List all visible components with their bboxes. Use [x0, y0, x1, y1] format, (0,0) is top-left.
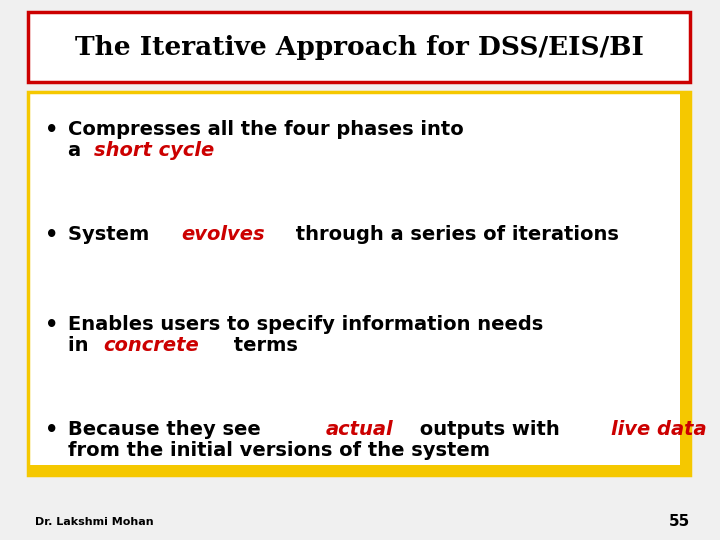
Text: •: • [45, 315, 58, 335]
Text: •: • [45, 420, 58, 440]
Text: terms: terms [227, 336, 297, 355]
Text: in: in [68, 336, 95, 355]
Text: actual: actual [325, 420, 393, 439]
Text: Dr. Lakshmi Mohan: Dr. Lakshmi Mohan [35, 517, 153, 527]
Text: short cycle: short cycle [94, 141, 214, 160]
Text: System: System [68, 225, 156, 244]
FancyBboxPatch shape [680, 92, 692, 475]
Text: •: • [45, 225, 58, 245]
Text: evolves: evolves [181, 225, 265, 244]
Text: concrete: concrete [103, 336, 199, 355]
FancyBboxPatch shape [28, 92, 690, 475]
Text: •: • [45, 120, 58, 140]
Text: through a series of iterations: through a series of iterations [289, 225, 619, 244]
Text: from the initial versions of the system: from the initial versions of the system [68, 441, 490, 460]
Text: Enables users to specify information needs: Enables users to specify information nee… [68, 315, 544, 334]
Text: 55: 55 [669, 515, 690, 530]
Text: The Iterative Approach for DSS/EIS/BI: The Iterative Approach for DSS/EIS/BI [75, 36, 644, 60]
FancyBboxPatch shape [28, 12, 690, 82]
FancyBboxPatch shape [28, 465, 690, 475]
Text: Compresses all the four phases into: Compresses all the four phases into [68, 120, 464, 139]
Text: Because they see: Because they see [68, 420, 268, 439]
Text: outputs with: outputs with [413, 420, 566, 439]
Text: live data: live data [611, 420, 706, 439]
Text: a: a [68, 141, 88, 160]
